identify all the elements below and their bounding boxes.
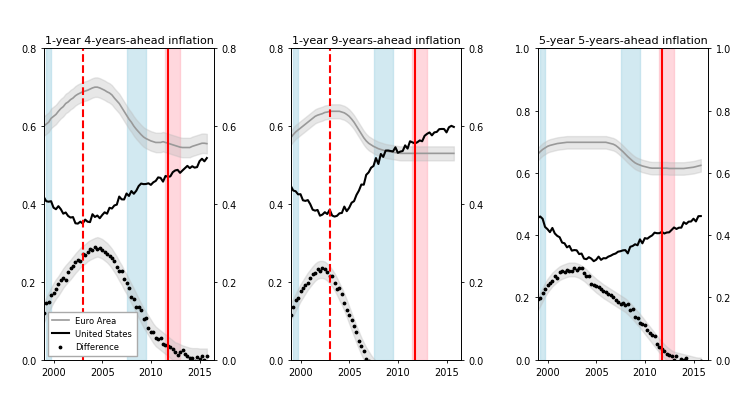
Bar	[374, 49, 393, 360]
Title: 1-year 9-years-ahead inflation: 1-year 9-years-ahead inflation	[291, 36, 461, 45]
Bar	[620, 49, 640, 360]
Title: 5-year 5-years-ahead inflation: 5-year 5-years-ahead inflation	[539, 36, 707, 45]
Bar	[659, 49, 674, 360]
Legend: Euro Area, United States, Difference: Euro Area, United States, Difference	[48, 312, 137, 356]
Bar	[540, 49, 545, 360]
Bar	[126, 49, 146, 360]
Bar	[293, 49, 298, 360]
Bar	[166, 49, 180, 360]
Bar	[412, 49, 427, 360]
Title: 1-year 4-years-ahead inflation: 1-year 4-years-ahead inflation	[45, 36, 213, 45]
Bar	[46, 49, 51, 360]
